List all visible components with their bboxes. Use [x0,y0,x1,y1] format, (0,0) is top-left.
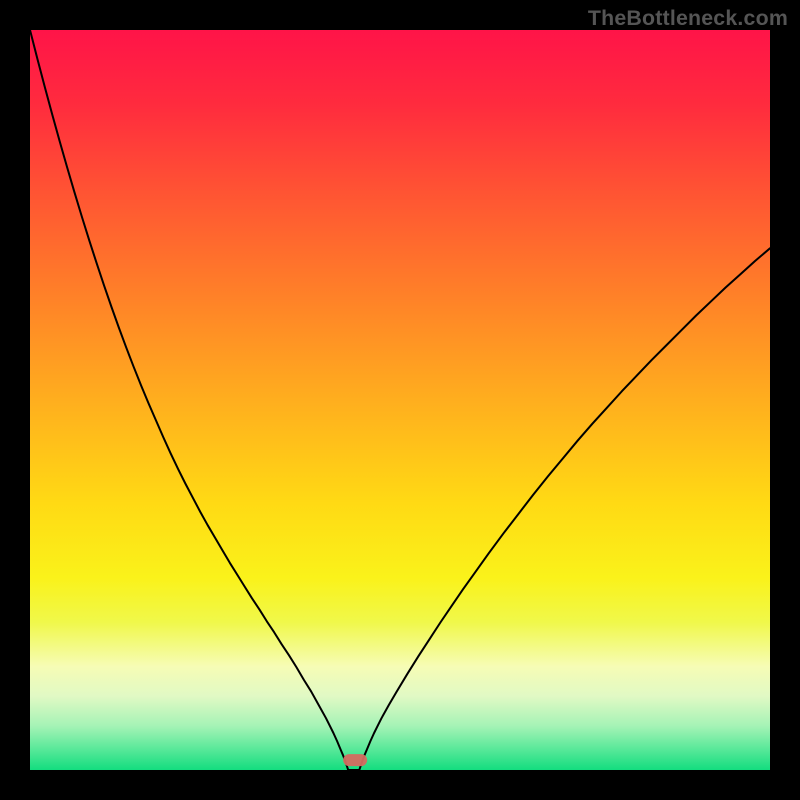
optimal-point-marker [343,754,367,766]
chart-plot-area [30,30,770,770]
chart-svg [30,30,770,770]
chart-background [30,30,770,770]
watermark-text: TheBottleneck.com [588,6,788,31]
